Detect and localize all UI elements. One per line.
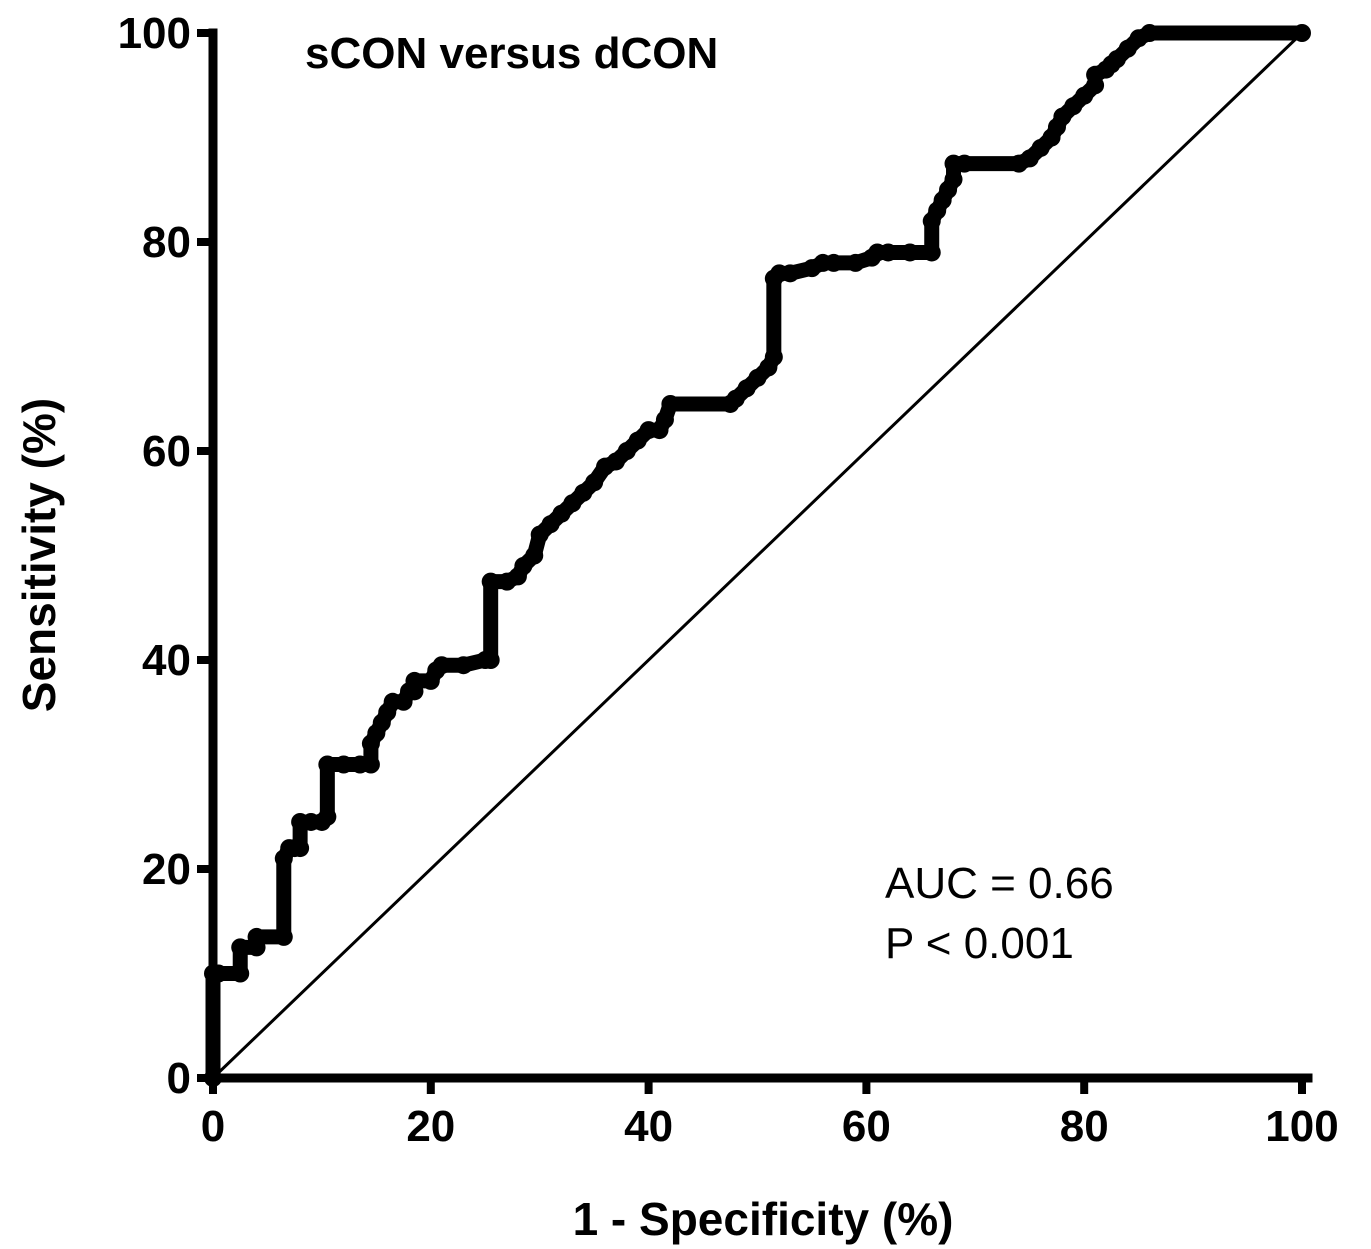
- roc-point: [944, 170, 963, 189]
- y-tick-label: 40: [142, 636, 191, 685]
- x-tick-label: 0: [201, 1102, 225, 1151]
- roc-point: [661, 394, 680, 413]
- auc-annotation: AUC = 0.66: [885, 859, 1114, 908]
- roc-point: [879, 243, 898, 262]
- roc-point: [955, 154, 974, 173]
- x-tick-label: 60: [842, 1102, 891, 1151]
- roc-point: [764, 347, 783, 366]
- roc-point: [204, 1069, 222, 1087]
- roc-point: [1140, 24, 1159, 42]
- y-tick-label: 20: [142, 845, 191, 894]
- roc-point: [781, 264, 800, 283]
- roc-point: [361, 755, 380, 774]
- roc-point: [291, 839, 310, 858]
- x-tick-label: 40: [624, 1102, 673, 1151]
- x-tick-label: 20: [406, 1102, 455, 1151]
- roc-point: [318, 807, 337, 826]
- roc-point: [231, 938, 250, 957]
- chart-title: sCON versus dCON: [305, 29, 718, 78]
- axes: [208, 28, 1313, 1085]
- ticks: 0 20 40 60 80 100 0 20 40 60 80 100: [118, 9, 1339, 1151]
- y-tick-label: 100: [118, 9, 191, 58]
- x-tick-label: 80: [1060, 1102, 1109, 1151]
- roc-point: [231, 964, 250, 983]
- roc-point: [209, 964, 228, 983]
- x-tick-label: 100: [1265, 1102, 1338, 1151]
- roc-point: [846, 253, 865, 272]
- roc-point: [1293, 24, 1311, 42]
- reference-diagonal-line: [211, 31, 1304, 1080]
- roc-point: [481, 572, 500, 591]
- roc-point: [481, 651, 500, 669]
- x-axis-title: 1 - Specificity (%): [573, 1193, 954, 1245]
- roc-point: [274, 927, 293, 946]
- y-tick-label: 0: [167, 1054, 191, 1103]
- roc-point: [585, 473, 604, 492]
- roc-point: [454, 656, 473, 675]
- roc-point: [432, 656, 451, 675]
- roc-point: [334, 755, 353, 774]
- y-tick-label: 60: [142, 427, 191, 476]
- roc-point: [655, 410, 674, 429]
- roc-point: [922, 243, 941, 262]
- series: [204, 24, 1311, 1087]
- p-value-annotation: P < 0.001: [885, 919, 1074, 968]
- y-tick-label: 80: [142, 218, 191, 267]
- y-axis-title: Sensitivity (%): [13, 398, 65, 712]
- roc-point: [824, 253, 843, 272]
- roc-point: [405, 671, 424, 690]
- roc-point: [900, 243, 919, 262]
- roc-point: [318, 755, 337, 774]
- roc-point: [525, 546, 544, 565]
- roc-point: [247, 927, 266, 946]
